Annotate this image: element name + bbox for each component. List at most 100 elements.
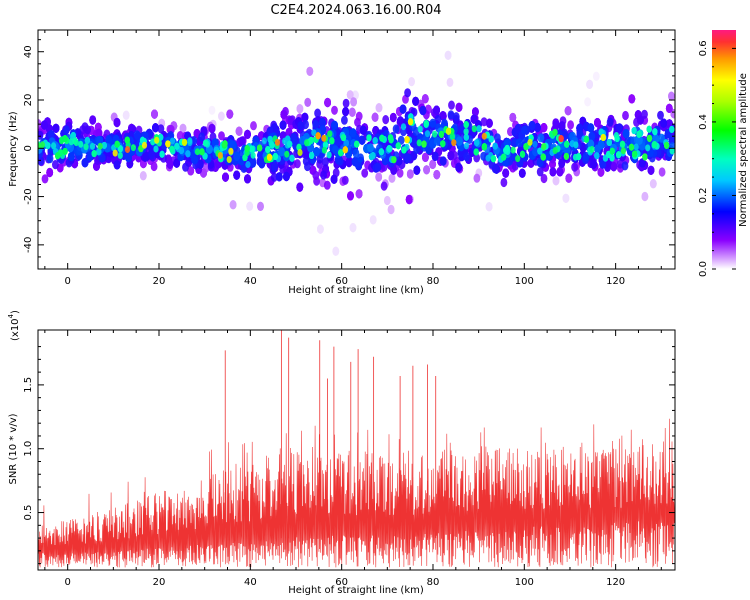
spectrogram-cell: [463, 128, 469, 136]
spectrogram-cell: [500, 177, 508, 188]
spectrogram-cell: [169, 145, 175, 153]
spectrogram-cell: [616, 123, 623, 133]
spectrogram-cell: [657, 110, 664, 120]
spectrogram-cell: [257, 201, 264, 211]
spectrogram-cell: [536, 167, 544, 177]
spectrogram-cell: [552, 176, 560, 186]
spectrogram-cell: [485, 202, 493, 212]
spectrogram-cell: [352, 90, 359, 100]
spectrogram-cell: [369, 215, 377, 225]
spectrogram-cell: [122, 110, 130, 120]
spectrogram-cell: [649, 179, 657, 189]
spectrogram-cell: [352, 90, 359, 100]
spectrogram-cell: [431, 151, 439, 161]
spectrogram-cell: [51, 142, 57, 150]
spectrogram-cell: [347, 191, 354, 201]
spectrogram-cell: [448, 100, 455, 110]
spectrogram-cell: [419, 105, 427, 116]
spectrogram-cell: [396, 168, 404, 178]
spectrogram-cell: [619, 140, 626, 148]
spectrogram-cell: [182, 162, 189, 172]
spectrogram-cell: [269, 141, 275, 149]
spectrogram-cell: [641, 109, 648, 119]
spectrogram-cell: [179, 123, 187, 133]
spectrogram-cell: [556, 167, 564, 177]
spectrogram-cell: [375, 172, 383, 182]
spectrogram-cell: [320, 170, 327, 180]
spectrogram-cell: [278, 147, 285, 157]
spectrogram-cell: [226, 109, 234, 119]
spectrogram-cell: [227, 139, 235, 149]
spectrogram-cells: [38, 50, 675, 256]
spectrogram-cell: [304, 139, 310, 147]
spectrogram-cell: [233, 170, 241, 180]
spectrogram-cell: [313, 176, 320, 186]
spectrogram-cell: [532, 140, 538, 148]
spectrogram-cell: [558, 158, 566, 168]
spectrogram-cell: [444, 50, 452, 60]
spectrogram-cell: [571, 162, 578, 172]
spectrogram-cell: [166, 159, 174, 169]
spectrogram-cell: [388, 173, 396, 183]
spectrogram-cell: [301, 112, 309, 122]
spectrogram-cell: [326, 151, 332, 159]
spectrogram-cell: [91, 150, 97, 158]
spectrogram-cell: [433, 105, 440, 115]
spectrogram-cell: [179, 123, 187, 133]
spectrogram-cell: [331, 120, 338, 130]
spectrogram-cell: [552, 176, 560, 186]
spectrogram-cell: [229, 200, 237, 210]
spectrogram-cell: [649, 179, 657, 189]
spectrogram-cell: [352, 90, 359, 100]
spectrogram-cell: [392, 124, 400, 134]
spectrogram-cell: [485, 202, 493, 212]
spectrogram-cell: [349, 223, 357, 233]
spectrogram-cell: [350, 97, 357, 107]
spectrogram-cell: [387, 204, 395, 215]
spectrogram-cell: [540, 123, 548, 133]
spectrogram-cell: [45, 142, 51, 150]
spectrogram-cell: [342, 98, 350, 108]
spectrogram-cell: [515, 138, 523, 148]
spectrogram-cell: [113, 160, 121, 170]
spectrogram-cell: [139, 171, 147, 181]
spectrogram-cell: [150, 161, 158, 172]
spectrogram-cell: [521, 125, 528, 135]
spectrogram-cell: [317, 224, 324, 234]
spectrogram-cell: [616, 151, 622, 159]
spectrogram-cell: [631, 127, 637, 135]
spectrogram-cell: [287, 140, 293, 148]
spectrogram-cell: [473, 153, 481, 163]
spectrogram-cell: [558, 121, 566, 131]
spectrogram-cell: [641, 191, 649, 202]
spectrogram-cell: [346, 90, 354, 100]
spectrogram-cell: [375, 103, 383, 113]
spectrogram-cell: [349, 223, 357, 233]
spectrogram-cell: [455, 162, 463, 172]
spectrogram-cell: [433, 170, 441, 180]
spectrogram-cell: [350, 97, 357, 107]
spectrogram-cell: [229, 200, 237, 210]
spectrogram-cell: [371, 112, 379, 122]
spectrogram-cell: [185, 150, 191, 158]
spectrogram-cell: [38, 130, 44, 140]
spectrogram-cell: [250, 151, 256, 159]
spectrogram-cell: [122, 110, 130, 120]
spectrogram-cell: [349, 223, 357, 233]
spectrogram-cell: [408, 77, 415, 87]
spectrogram-cell: [589, 145, 595, 153]
spectrogram-cell: [562, 193, 570, 203]
spectrogram-cell: [296, 104, 304, 114]
spectrogram-cell: [130, 144, 136, 152]
spectrogram-cell: [509, 112, 517, 123]
spectrogram-cell: [486, 118, 493, 128]
spectrogram-cell: [597, 167, 605, 177]
spectrogram-cell: [378, 148, 384, 156]
spectrogram-cell: [52, 160, 59, 170]
spectrogram-cell: [105, 135, 113, 145]
spectrogram-cell: [610, 162, 618, 172]
spectrogram-cell: [261, 137, 267, 145]
spectrogram-cell: [257, 201, 264, 211]
spectrogram-cell: [323, 180, 331, 190]
spectrogram-cell: [289, 154, 295, 162]
